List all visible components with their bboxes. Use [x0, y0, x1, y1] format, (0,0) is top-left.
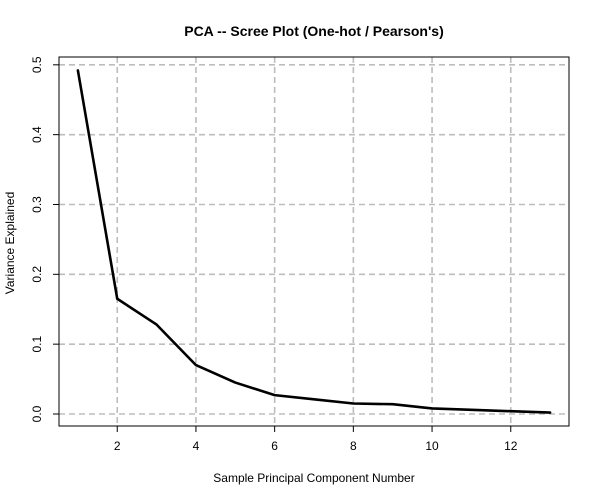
y-tick-label: 0.0 [30, 405, 44, 422]
y-tick-label: 0.2 [30, 266, 44, 283]
x-tick-label: 12 [504, 439, 518, 453]
x-axis-label: Sample Principal Component Number [213, 471, 414, 485]
x-axis: 2 4 6 8 10 12 [114, 426, 518, 453]
chart-title: PCA -- Scree Plot (One-hot / Pearson's) [184, 23, 444, 39]
y-tick-label: 0.1 [30, 335, 44, 352]
y-tick-label: 0.4 [30, 126, 44, 143]
series-line-0 [76, 69, 552, 414]
plot-frame [58, 56, 570, 427]
y-axis: 0.0 0.1 0.2 0.3 0.4 0.5 [30, 56, 59, 422]
y-axis-label: Variance Explained [3, 192, 17, 295]
x-tick-label: 10 [425, 439, 439, 453]
x-tick-label: 8 [350, 439, 357, 453]
grid-layer [59, 57, 569, 426]
y-tick-label: 0.5 [30, 56, 44, 73]
x-tick-label: 4 [193, 439, 200, 453]
x-tick-label: 6 [271, 439, 278, 453]
series-layer [76, 69, 552, 414]
y-tick-label: 0.3 [30, 196, 44, 213]
x-tick-label: 2 [114, 439, 121, 453]
